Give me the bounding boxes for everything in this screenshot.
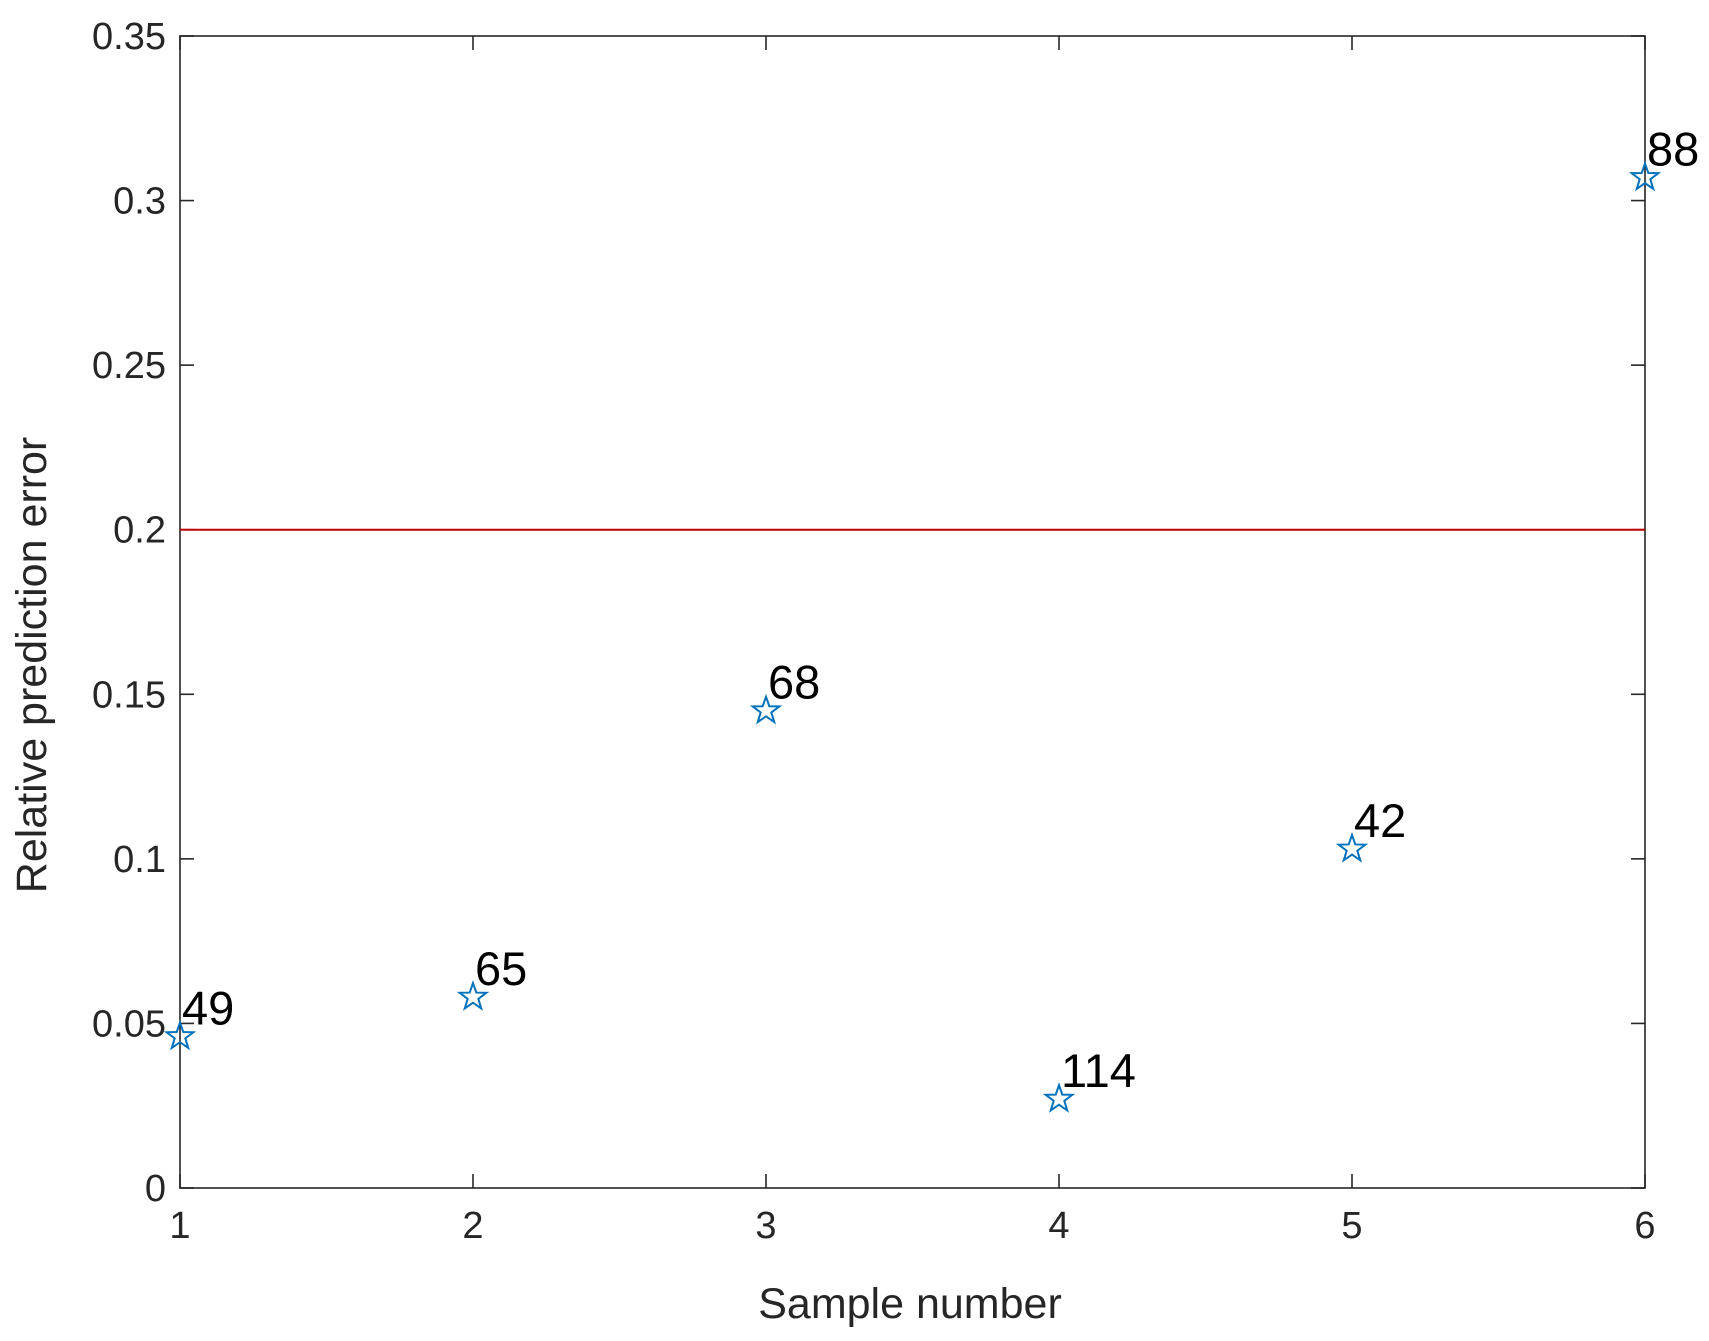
y-tick-label: 0 (145, 1168, 166, 1210)
data-point-label: 65 (475, 942, 527, 995)
data-point-label: 42 (1354, 794, 1406, 847)
x-axis-ticks: 1 2 3 4 5 6 (169, 36, 1656, 1247)
x-axis-label: Sample number (758, 1280, 1062, 1328)
axes-frame (179, 35, 1646, 1189)
y-tick-label: 0.35 (92, 16, 166, 58)
data-point-label: 49 (182, 982, 234, 1035)
data-point-marker (1042, 1082, 1076, 1113)
data-point-marker (163, 1019, 197, 1051)
y-tick-label: 0.25 (92, 345, 166, 387)
data-point-marker (1335, 831, 1369, 863)
data-points: 49 65 68 114 42 88 (163, 123, 1699, 1113)
y-axis-label: Relative prediction error (8, 437, 56, 893)
y-tick-label: 0.1 (113, 839, 166, 881)
y-tick-label: 0.05 (92, 1003, 166, 1045)
data-point-marker (749, 693, 783, 725)
y-axis-ticks: 0 0.05 0.1 0.15 0.2 0.25 0.3 0.35 (92, 16, 1645, 1210)
x-tick-label: 4 (1048, 1205, 1069, 1247)
x-tick-label: 5 (1341, 1205, 1362, 1247)
x-tick-label: 3 (755, 1205, 776, 1247)
plot-area-box (179, 35, 1646, 1189)
x-tick-label: 6 (1634, 1205, 1655, 1247)
data-point-marker (456, 980, 490, 1011)
data-point-label: 114 (1061, 1044, 1136, 1097)
data-point-label: 68 (768, 656, 820, 709)
data-point-marker (1628, 160, 1662, 192)
x-tick-label: 2 (462, 1205, 483, 1247)
y-tick-label: 0.3 (113, 181, 166, 223)
x-tick-label: 1 (169, 1205, 190, 1247)
y-tick-label: 0.15 (92, 674, 166, 716)
y-tick-label: 0.2 (113, 510, 166, 552)
data-point-label: 88 (1647, 123, 1699, 176)
